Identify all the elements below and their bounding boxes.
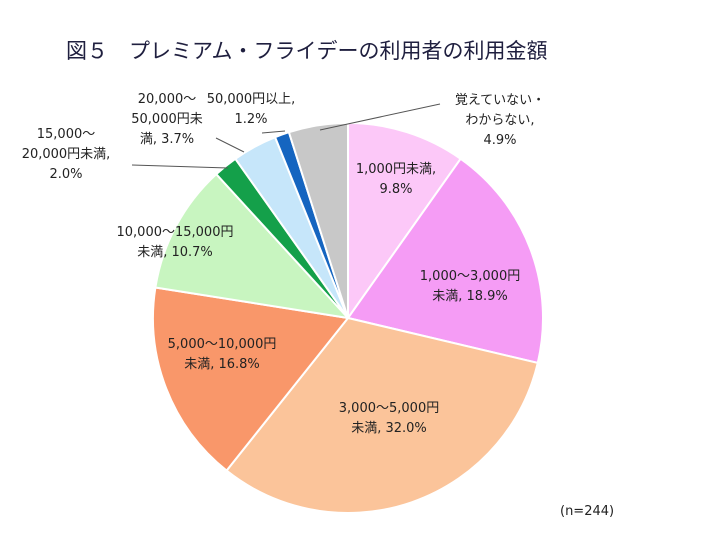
pie-slice-3 (225, 316, 539, 514)
slice-label-6: 15,000〜 20,000円未満, 2.0% (22, 127, 111, 182)
slice-label-1: 1,000円未満, 9.8% (356, 162, 436, 197)
slice-label-3: 3,000〜5,000円未満, 32.0% (339, 401, 439, 436)
leader-line-9 (319, 103, 441, 131)
slice-label-4: 5,000〜10,000円未満, 16.8% (168, 337, 277, 372)
leader-lines (131, 103, 441, 169)
pie-slice-5 (154, 172, 351, 320)
leader-line-7 (215, 137, 245, 153)
slice-label-9: 覚えていない・わからない, 4.9% (455, 93, 545, 148)
pie-slice-2 (346, 157, 544, 365)
chart-title: 図５ プレミアム・フライデーの利用者の利用金額 (66, 39, 548, 63)
slice-label-7: 20,000〜 50,000円未満, 3.7% (131, 92, 203, 147)
slice-labels: 1,000円未満, 9.8% 1,000〜3,000円未満, 18.9% 3,000〜… (22, 92, 545, 436)
slice-label-5: 10,000〜15,000円未満, 10.7% (117, 225, 234, 260)
pie-slice-4 (152, 286, 350, 472)
leader-line-8 (261, 130, 286, 134)
slice-label-2: 1,000〜3,000円未満, 18.9% (420, 269, 520, 304)
sample-size-note: (n=244) (560, 504, 614, 519)
slice-label-8: 50,000円以上, 1.2% (207, 92, 296, 127)
leader-line-6 (131, 164, 229, 169)
pie-slice-9 (287, 121, 349, 319)
pie-slices (152, 121, 544, 514)
